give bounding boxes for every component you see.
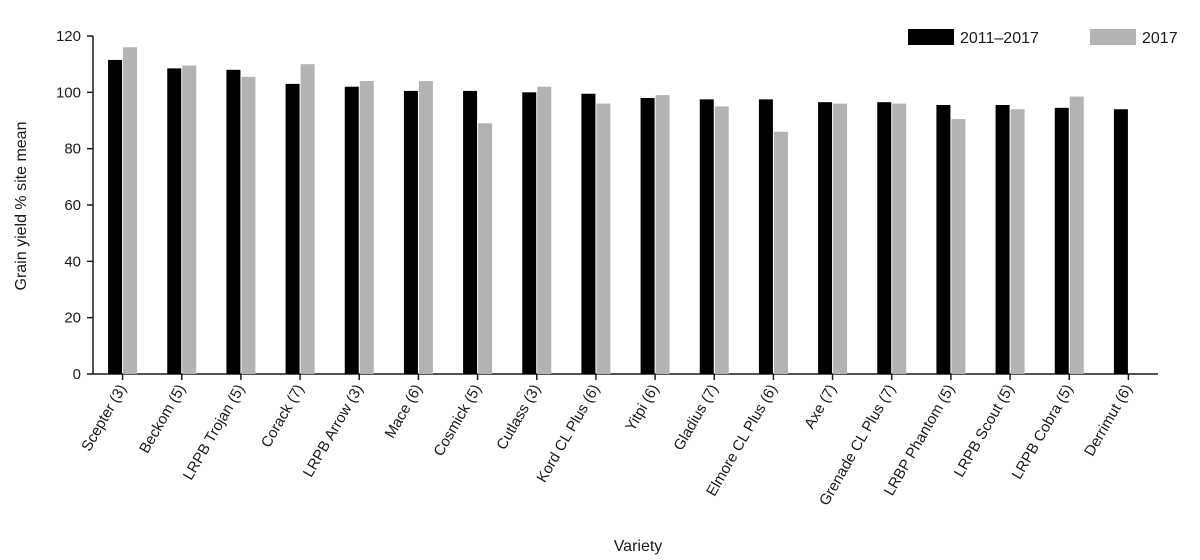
- y-axis-title: Grain yield % site mean: [13, 122, 30, 291]
- bar-series-2: [596, 103, 611, 374]
- bar-series-1: [167, 68, 182, 375]
- x-tick-label: Beckom (5): [136, 381, 189, 456]
- bar-series-1: [1113, 109, 1128, 374]
- x-tick-label: LRPB Trojan (5): [180, 382, 248, 484]
- y-axis: 0 20 40 60 80 100 120: [56, 28, 94, 383]
- bar-series-1: [285, 83, 300, 374]
- bar-series-2: [951, 119, 966, 374]
- legend-label: 2011–2017: [960, 30, 1039, 47]
- x-tick-label: LRPB Scout (5): [951, 381, 1018, 480]
- bar-series-1: [877, 102, 892, 375]
- bar-series-2: [537, 86, 552, 374]
- x-axis: Scepter (3) Beckom (5)LRPB Trojan (5) Cora…: [78, 373, 1158, 509]
- bar-series-2: [359, 81, 374, 375]
- bar-series-2: [300, 64, 315, 375]
- x-tick-label: Derrimut (6): [1081, 382, 1136, 460]
- bar-series-1: [1054, 107, 1069, 374]
- bar-series-1: [758, 99, 773, 374]
- x-tick-label: Corack (7): [258, 381, 308, 450]
- bar-series-1: [818, 102, 833, 375]
- bar-series-1: [403, 90, 418, 375]
- bar-series-1: [581, 93, 596, 374]
- x-tick-label: Kord CL Plus (6): [533, 382, 603, 486]
- bar-series-2: [773, 131, 788, 374]
- bars-group: [108, 47, 1128, 375]
- x-tick-label: Gladius (7): [670, 381, 721, 453]
- bar-series-1: [699, 99, 714, 374]
- bar-series-2: [1069, 96, 1084, 374]
- bar-series-2: [714, 106, 729, 375]
- bar-series-1: [522, 92, 537, 374]
- bar-series-2: [655, 95, 670, 375]
- bar-series-2: [1010, 109, 1025, 374]
- y-tick-label: 0: [73, 366, 81, 383]
- x-tick-label: Cutlass (3): [493, 382, 544, 453]
- x-tick-label: LRPB Arrow (3): [300, 382, 367, 481]
- x-tick-label: Axe (7): [801, 382, 840, 432]
- bar-series-1: [936, 105, 951, 374]
- legend: 2011–2017 2017: [908, 29, 1178, 47]
- bar-series-1: [226, 69, 241, 375]
- bar-series-2: [478, 123, 493, 374]
- legend-label: 2017: [1142, 30, 1178, 47]
- x-axis-title: Variety: [614, 538, 663, 555]
- bar-series-1: [344, 86, 359, 374]
- y-tick-label: 120: [56, 28, 81, 45]
- bar-series-1: [995, 105, 1010, 374]
- x-tick-label: LRPB Cobra (5): [1009, 382, 1077, 483]
- x-tick-label: Scepter (3): [78, 382, 130, 455]
- y-tick-label: 60: [64, 197, 81, 214]
- x-tick-label: Yitpi (6): [622, 381, 662, 434]
- y-tick-label: 40: [64, 253, 81, 270]
- bar-series-1: [640, 97, 655, 374]
- bar-series-2: [892, 103, 907, 374]
- bar-series-2: [182, 65, 197, 374]
- bar-series-1: [463, 90, 478, 375]
- y-tick-label: 100: [56, 84, 81, 101]
- x-tick-label: Mace (6): [382, 382, 426, 442]
- bar-series-2: [418, 81, 433, 375]
- y-tick-label: 20: [64, 310, 81, 327]
- legend-swatch: [1090, 29, 1136, 45]
- bar-series-2: [833, 103, 848, 374]
- bar-series-2: [241, 76, 256, 374]
- y-tick-label: 80: [64, 141, 81, 158]
- x-tick-label: Cosmick (5): [430, 382, 485, 460]
- bar-series-2: [123, 47, 138, 375]
- bar-series-1: [108, 59, 123, 375]
- legend-swatch: [908, 29, 954, 45]
